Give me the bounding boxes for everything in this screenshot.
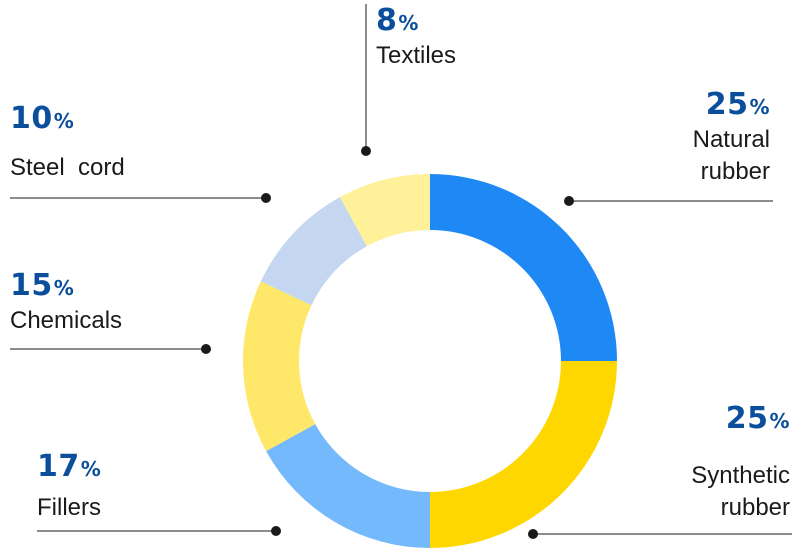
- data-label-percent: 17%: [37, 450, 101, 486]
- leader-dot-natural-rubber: [564, 196, 574, 206]
- category-label: Natural: [692, 126, 770, 153]
- percent-value: 8: [376, 3, 398, 38]
- slice-steel-cord: [260, 197, 367, 306]
- callout-steel-cord: 10% Steel cord: [10, 102, 125, 184]
- leader-dot-synthetic-rubber: [528, 529, 538, 539]
- data-label-percent: 15%: [10, 269, 122, 305]
- callout-fillers: 17% Fillers: [37, 450, 101, 524]
- percent-sign: %: [53, 276, 75, 300]
- data-label-percent: 25%: [693, 88, 770, 124]
- data-label-percent: 10%: [10, 102, 125, 138]
- percent-sign: %: [398, 11, 419, 35]
- callout-natural-rubber: 25% Natural rubber: [693, 88, 770, 188]
- percent-value: 25: [725, 401, 769, 436]
- slice-synthetic-rubber: [430, 361, 617, 548]
- category-label: Chemicals: [10, 307, 123, 334]
- leader-dot-chemicals: [201, 344, 211, 354]
- category-label: rubber: [700, 158, 770, 185]
- callout-textiles: 8% Textiles: [376, 4, 456, 72]
- callout-chemicals: 15% Chemicals: [10, 269, 122, 337]
- slice-fillers: [266, 424, 430, 548]
- category-label: Steel cord: [10, 154, 125, 181]
- category-label: Textiles: [376, 42, 457, 69]
- percent-sign: %: [53, 109, 75, 133]
- category-label: rubber: [720, 494, 790, 521]
- leader-dot-textiles: [361, 146, 371, 156]
- percent-sign: %: [749, 95, 770, 119]
- percent-value: 25: [705, 87, 749, 122]
- data-label-percent: 8%: [376, 4, 456, 40]
- data-label-percent: 25%: [691, 402, 790, 438]
- percent-value: 15: [10, 268, 53, 303]
- slice-chemicals: [242, 281, 316, 452]
- slice-textiles: [339, 174, 430, 247]
- leader-dot-steel-cord: [261, 193, 271, 203]
- category-label: Synthetic: [691, 462, 790, 489]
- percent-sign: %: [769, 409, 790, 433]
- callout-synthetic-rubber: 25% Synthetic rubber: [691, 402, 790, 524]
- leader-dot-fillers: [271, 526, 281, 536]
- slice-natural-rubber: [430, 174, 617, 361]
- percent-value: 17: [37, 449, 80, 484]
- percent-sign: %: [80, 457, 102, 481]
- category-label: Fillers: [37, 494, 101, 521]
- percent-value: 10: [10, 101, 53, 136]
